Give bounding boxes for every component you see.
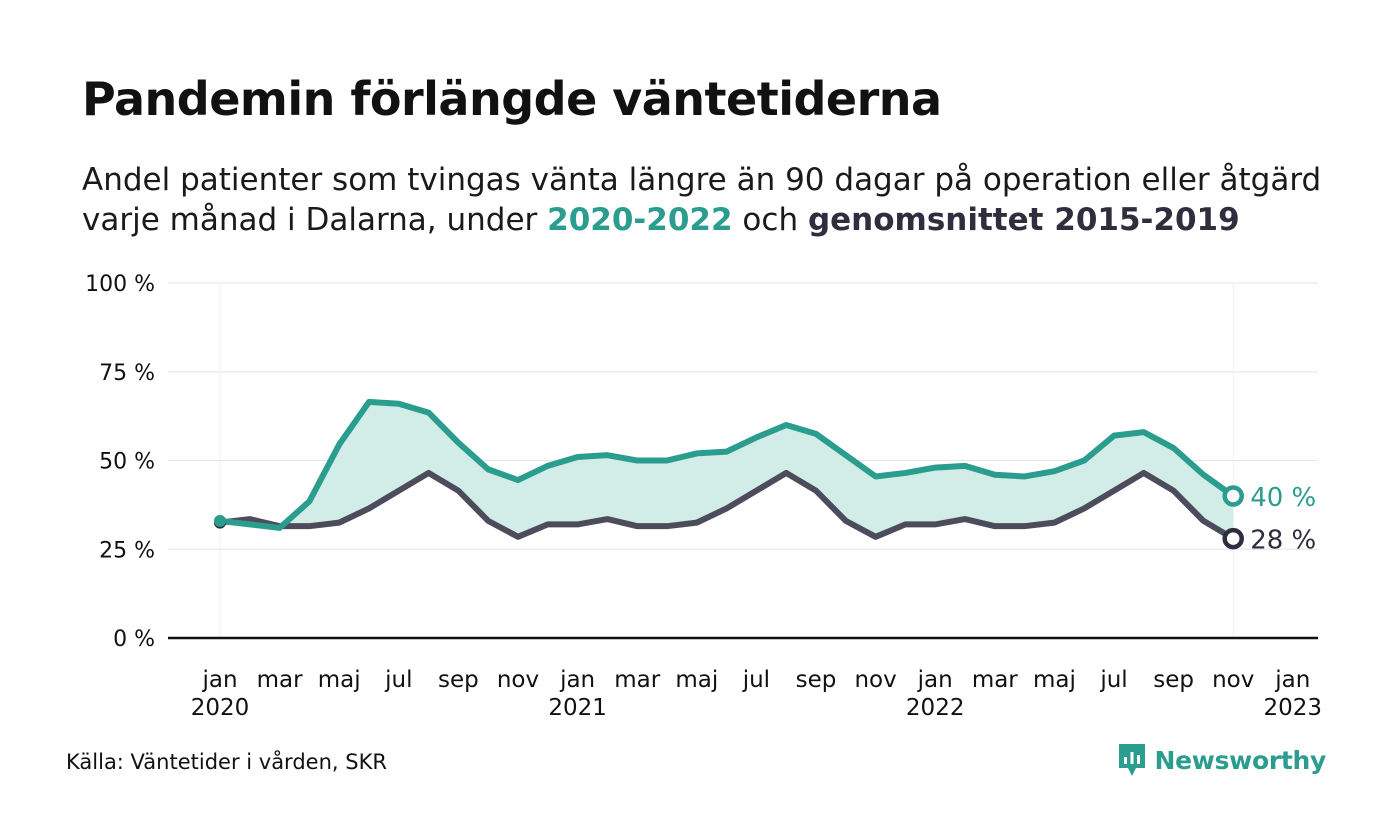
y-tick-label: 0 % bbox=[113, 627, 155, 652]
x-tick-label: sep bbox=[438, 667, 479, 693]
newsworthy-logo-icon bbox=[1118, 744, 1145, 776]
x-tick-label: jul bbox=[742, 667, 770, 693]
x-tick-year-label: 2023 bbox=[1264, 695, 1323, 721]
x-tick-label: nov bbox=[854, 667, 896, 693]
x-tick-label: jan bbox=[559, 667, 595, 693]
subtitle-prefix: varje månad i Dalarna, under bbox=[82, 202, 548, 238]
x-tick-label: jan bbox=[201, 667, 237, 693]
chart-subtitle: Andel patienter som tvingas vänta längre… bbox=[82, 160, 1342, 240]
x-tick-label: maj bbox=[675, 667, 718, 693]
page-title: Pandemin förlängde väntetiderna bbox=[82, 72, 942, 126]
y-tick-label: 100 % bbox=[85, 272, 155, 297]
subtitle-line-2: varje månad i Dalarna, under 2020-2022 o… bbox=[82, 200, 1342, 240]
difference-band bbox=[220, 401, 1234, 539]
average-end-label: 28 % bbox=[1250, 526, 1316, 556]
current-end-point bbox=[1222, 485, 1244, 507]
y-tick-label: 50 % bbox=[99, 450, 155, 475]
x-tick-label: sep bbox=[796, 667, 837, 693]
brand-logo: Newsworthy bbox=[1117, 742, 1327, 778]
current-start-point bbox=[214, 514, 226, 527]
x-tick-label: jan bbox=[1274, 667, 1310, 693]
x-tick-label: mar bbox=[614, 667, 660, 693]
x-tick-year-label: 2020 bbox=[191, 695, 250, 721]
average-series-line bbox=[217, 469, 1237, 542]
marker-layer bbox=[214, 485, 1244, 550]
x-tick-label: nov bbox=[497, 667, 539, 693]
y-tick-label: 25 % bbox=[99, 538, 155, 563]
x-tick-label: jul bbox=[1099, 667, 1127, 693]
subtitle-connector: och bbox=[732, 202, 808, 238]
x-tick-year-label: 2021 bbox=[548, 695, 607, 721]
x-tick-label: sep bbox=[1153, 667, 1194, 693]
subtitle-line-1: Andel patienter som tvingas vänta längre… bbox=[82, 162, 1322, 198]
x-tick-year-label: 2022 bbox=[906, 695, 965, 721]
x-tick-label: maj bbox=[318, 667, 361, 693]
current-series-line bbox=[217, 398, 1237, 531]
brand-name: Newsworthy bbox=[1154, 745, 1327, 775]
subtitle-current-period: 2020-2022 bbox=[547, 202, 733, 238]
x-tick-label: jan bbox=[917, 667, 953, 693]
subtitle-average-period: genomsnittet 2015-2019 bbox=[807, 202, 1240, 238]
line-layer bbox=[217, 398, 1237, 542]
grid-layer bbox=[168, 282, 1318, 640]
x-tick-label: mar bbox=[257, 667, 303, 693]
y-tick-label: 75 % bbox=[99, 361, 155, 386]
x-tick-label: maj bbox=[1033, 667, 1076, 693]
average-end-point bbox=[1222, 527, 1244, 550]
x-tick-label: nov bbox=[1212, 667, 1254, 693]
current-end-label: 40 % bbox=[1250, 483, 1316, 513]
x-tick-label: jul bbox=[384, 667, 412, 693]
band-layer bbox=[220, 401, 1234, 539]
x-tick-label: mar bbox=[972, 667, 1018, 693]
source-note: Källa: Väntetider i vården, SKR bbox=[66, 750, 387, 774]
